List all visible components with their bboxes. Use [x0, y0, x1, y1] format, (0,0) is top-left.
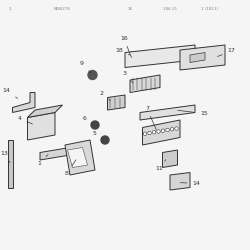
Polygon shape [65, 140, 95, 175]
Text: 3: 3 [122, 71, 133, 83]
Text: 2: 2 [100, 91, 110, 101]
Circle shape [175, 127, 178, 130]
Text: 1 (1811): 1 (1811) [202, 8, 218, 12]
Circle shape [143, 132, 147, 136]
Text: KEBI276: KEBI276 [54, 8, 71, 12]
Text: 13: 13 [0, 151, 10, 162]
Circle shape [101, 136, 109, 144]
Text: 1: 1 [38, 154, 48, 166]
Text: 15: 15 [178, 110, 208, 116]
Polygon shape [8, 140, 12, 188]
Polygon shape [68, 148, 87, 168]
Text: 16: 16 [120, 36, 132, 58]
Polygon shape [125, 45, 195, 68]
Polygon shape [12, 92, 35, 112]
Circle shape [152, 130, 156, 134]
Text: 9: 9 [80, 61, 91, 73]
Text: 11: 11 [155, 160, 166, 171]
Polygon shape [170, 172, 190, 190]
Text: 5: 5 [92, 131, 103, 138]
Polygon shape [162, 150, 178, 168]
Circle shape [170, 128, 174, 131]
Circle shape [91, 121, 99, 129]
Text: 2: 2 [9, 8, 11, 12]
Polygon shape [142, 120, 180, 145]
Circle shape [157, 130, 160, 133]
Text: 14: 14 [2, 88, 18, 99]
Polygon shape [108, 95, 125, 110]
Polygon shape [180, 45, 225, 70]
Text: 4: 4 [18, 116, 32, 124]
Text: 186 21: 186 21 [163, 8, 177, 12]
Text: 16: 16 [128, 8, 132, 12]
Text: 17: 17 [218, 48, 236, 56]
Polygon shape [190, 52, 205, 62]
Polygon shape [140, 105, 195, 120]
Text: 6: 6 [82, 116, 93, 124]
Polygon shape [130, 75, 160, 92]
Circle shape [148, 131, 151, 135]
Text: 14: 14 [180, 181, 201, 186]
Polygon shape [28, 105, 62, 118]
Text: 8: 8 [65, 160, 76, 176]
Polygon shape [28, 112, 55, 140]
Circle shape [166, 128, 169, 132]
Text: 18: 18 [115, 48, 130, 55]
Polygon shape [40, 148, 70, 160]
Circle shape [88, 70, 97, 80]
Circle shape [161, 129, 165, 132]
Text: 7: 7 [145, 106, 156, 130]
